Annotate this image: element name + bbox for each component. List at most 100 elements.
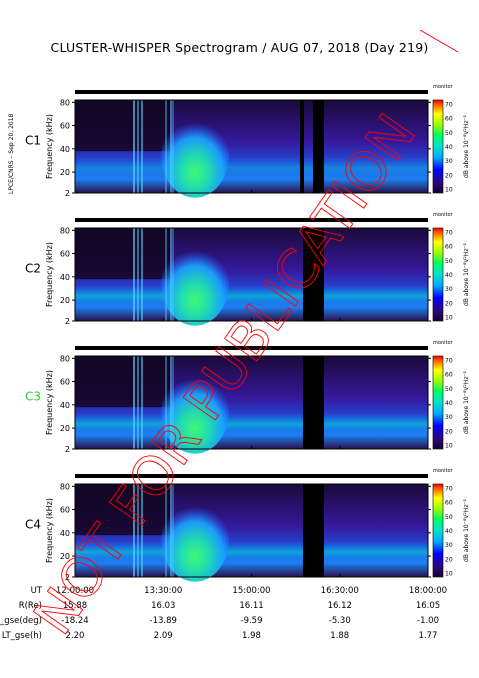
colorbar-label: dB above 10⁻⁸V²Hz⁻¹	[463, 498, 470, 562]
colorbar-tick-label: 30	[445, 286, 453, 293]
panel-header-bar	[75, 90, 428, 94]
colorbar	[432, 483, 444, 578]
colorbar-tick-label: 20	[445, 556, 453, 563]
ephemeris-label: Lat_gse(deg)	[0, 616, 42, 626]
ephemeris-row: Lat_gse(deg) -18.24 -13.89 -9.59 -5.30 -1.00	[0, 616, 439, 626]
colorbar-tick-label: 50	[445, 130, 453, 137]
panel-label-c2: C2	[25, 262, 41, 276]
colorbar-tick-label: 50	[445, 514, 453, 521]
colorbar-tick-label: 70	[445, 486, 453, 493]
y-axis-label: Frequency (kHz)	[45, 370, 54, 435]
emission-streak	[141, 356, 143, 449]
panel-c3: 2 20 40 60 80 Frequency (kHz) C3 monitor 70 60 50 4…	[25, 340, 470, 454]
colorbar-tick-label: 70	[445, 102, 453, 109]
ephemeris-row: UT 12:00:00 13:30:00 15:00:00 16:30:00 18:00:…	[31, 586, 448, 596]
emission-burst	[161, 369, 229, 454]
ephemeris-value: 16:30:00	[321, 586, 359, 596]
data-gap	[303, 356, 324, 449]
ephemeris-value: 18:00:00	[409, 586, 447, 596]
emission-streak	[172, 100, 174, 193]
y-tick-label: 40	[60, 529, 70, 538]
emission-burst	[161, 497, 229, 582]
y-tick-label: 60	[60, 506, 70, 515]
emission-streak	[133, 100, 135, 193]
emission-burst	[161, 241, 229, 326]
emission-burst	[161, 113, 229, 198]
emission-streak	[141, 484, 143, 577]
panel-header-bar	[75, 474, 428, 478]
colorbar-tick-label: 50	[445, 258, 453, 265]
emission-streak	[170, 228, 172, 321]
data-gap	[300, 100, 304, 193]
emission-streak	[137, 356, 139, 449]
y-axis-label: Frequency (kHz)	[45, 114, 54, 179]
y-tick-label: 2	[65, 445, 70, 454]
colorbar-label: dB above 10⁻⁸V²Hz⁻¹	[463, 242, 470, 306]
emission-streak	[133, 356, 135, 449]
ephemeris-value: -18.24	[61, 616, 88, 626]
ephemeris-value: 1.98	[242, 631, 261, 641]
y-tick-label: 40	[60, 273, 70, 282]
low-intensity-region	[75, 100, 170, 152]
colorbar-tick-label: 30	[445, 542, 453, 549]
y-tick-label: 60	[60, 378, 70, 387]
ephemeris-value: 12:00:00	[56, 586, 94, 596]
ephemeris-label: UT	[31, 586, 43, 596]
panel-header-bar	[75, 218, 428, 222]
colorbar-tick-label: 60	[445, 500, 453, 507]
emission-streak	[172, 356, 174, 449]
ephemeris-label: LT_gse(h)	[2, 631, 42, 641]
figure-title: CLUSTER-WHISPER Spectrogram / AUG 07, 20…	[50, 40, 429, 55]
y-tick-label: 2	[65, 317, 70, 326]
ephemeris-value: -5.30	[329, 616, 351, 626]
emission-streak	[170, 484, 172, 577]
emission-streak	[133, 228, 135, 321]
colorbar-title: monitor	[433, 468, 454, 474]
emission-streak	[172, 484, 174, 577]
emission-streak	[165, 356, 167, 449]
low-intensity-region	[75, 484, 170, 536]
y-tick-label: 80	[60, 226, 70, 235]
y-tick-label: 20	[60, 296, 70, 305]
colorbar	[432, 227, 444, 322]
ephemeris-value: 13:30:00	[144, 586, 182, 596]
colorbar-title: monitor	[433, 212, 454, 218]
ephemeris-row: LT_gse(h) 2.20 2.09 1.98 1.88 1.77	[2, 631, 438, 641]
panel-header-bar	[75, 346, 428, 350]
colorbar-tick-label: 30	[445, 158, 453, 165]
ephemeris-value: 16.03	[151, 601, 175, 611]
emission-band	[75, 413, 428, 435]
y-tick-label: 80	[60, 482, 70, 491]
colorbar-tick-label: 10	[445, 187, 453, 194]
emission-streak	[165, 484, 167, 577]
colorbar-label: dB above 10⁻⁸V²Hz⁻¹	[463, 370, 470, 434]
colorbar-tick-label: 70	[445, 230, 453, 237]
ephemeris-value: 15.88	[63, 601, 87, 611]
emission-streak	[133, 484, 135, 577]
ephemeris-label: R(Re)	[19, 601, 42, 611]
emission-streak	[141, 100, 143, 193]
emission-streak	[137, 100, 139, 193]
panel-label-c3: C3	[25, 390, 41, 404]
data-gap	[303, 484, 324, 577]
y-tick-label: 2	[65, 189, 70, 198]
low-intensity-region	[75, 356, 170, 408]
colorbar-tick-label: 60	[445, 372, 453, 379]
colorbar-tick-label: 30	[445, 414, 453, 421]
panel-label-c1: C1	[25, 134, 41, 148]
colorbar-title: monitor	[433, 84, 454, 90]
y-axis-label: Frequency (kHz)	[45, 498, 54, 563]
panel-label-c4: C4	[25, 518, 41, 532]
y-tick-label: 80	[60, 354, 70, 363]
emission-streak	[165, 100, 167, 193]
colorbar-tick-label: 20	[445, 172, 453, 179]
colorbar-tick-label: 10	[445, 571, 453, 578]
y-tick-label: 20	[60, 168, 70, 177]
ephemeris-value: -9.59	[241, 616, 263, 626]
colorbar	[432, 355, 444, 450]
colorbar-tick-label: 10	[445, 315, 453, 322]
colorbar-tick-label: 40	[445, 144, 453, 151]
y-axis-label: Frequency (kHz)	[45, 242, 54, 307]
emission-streak	[170, 356, 172, 449]
